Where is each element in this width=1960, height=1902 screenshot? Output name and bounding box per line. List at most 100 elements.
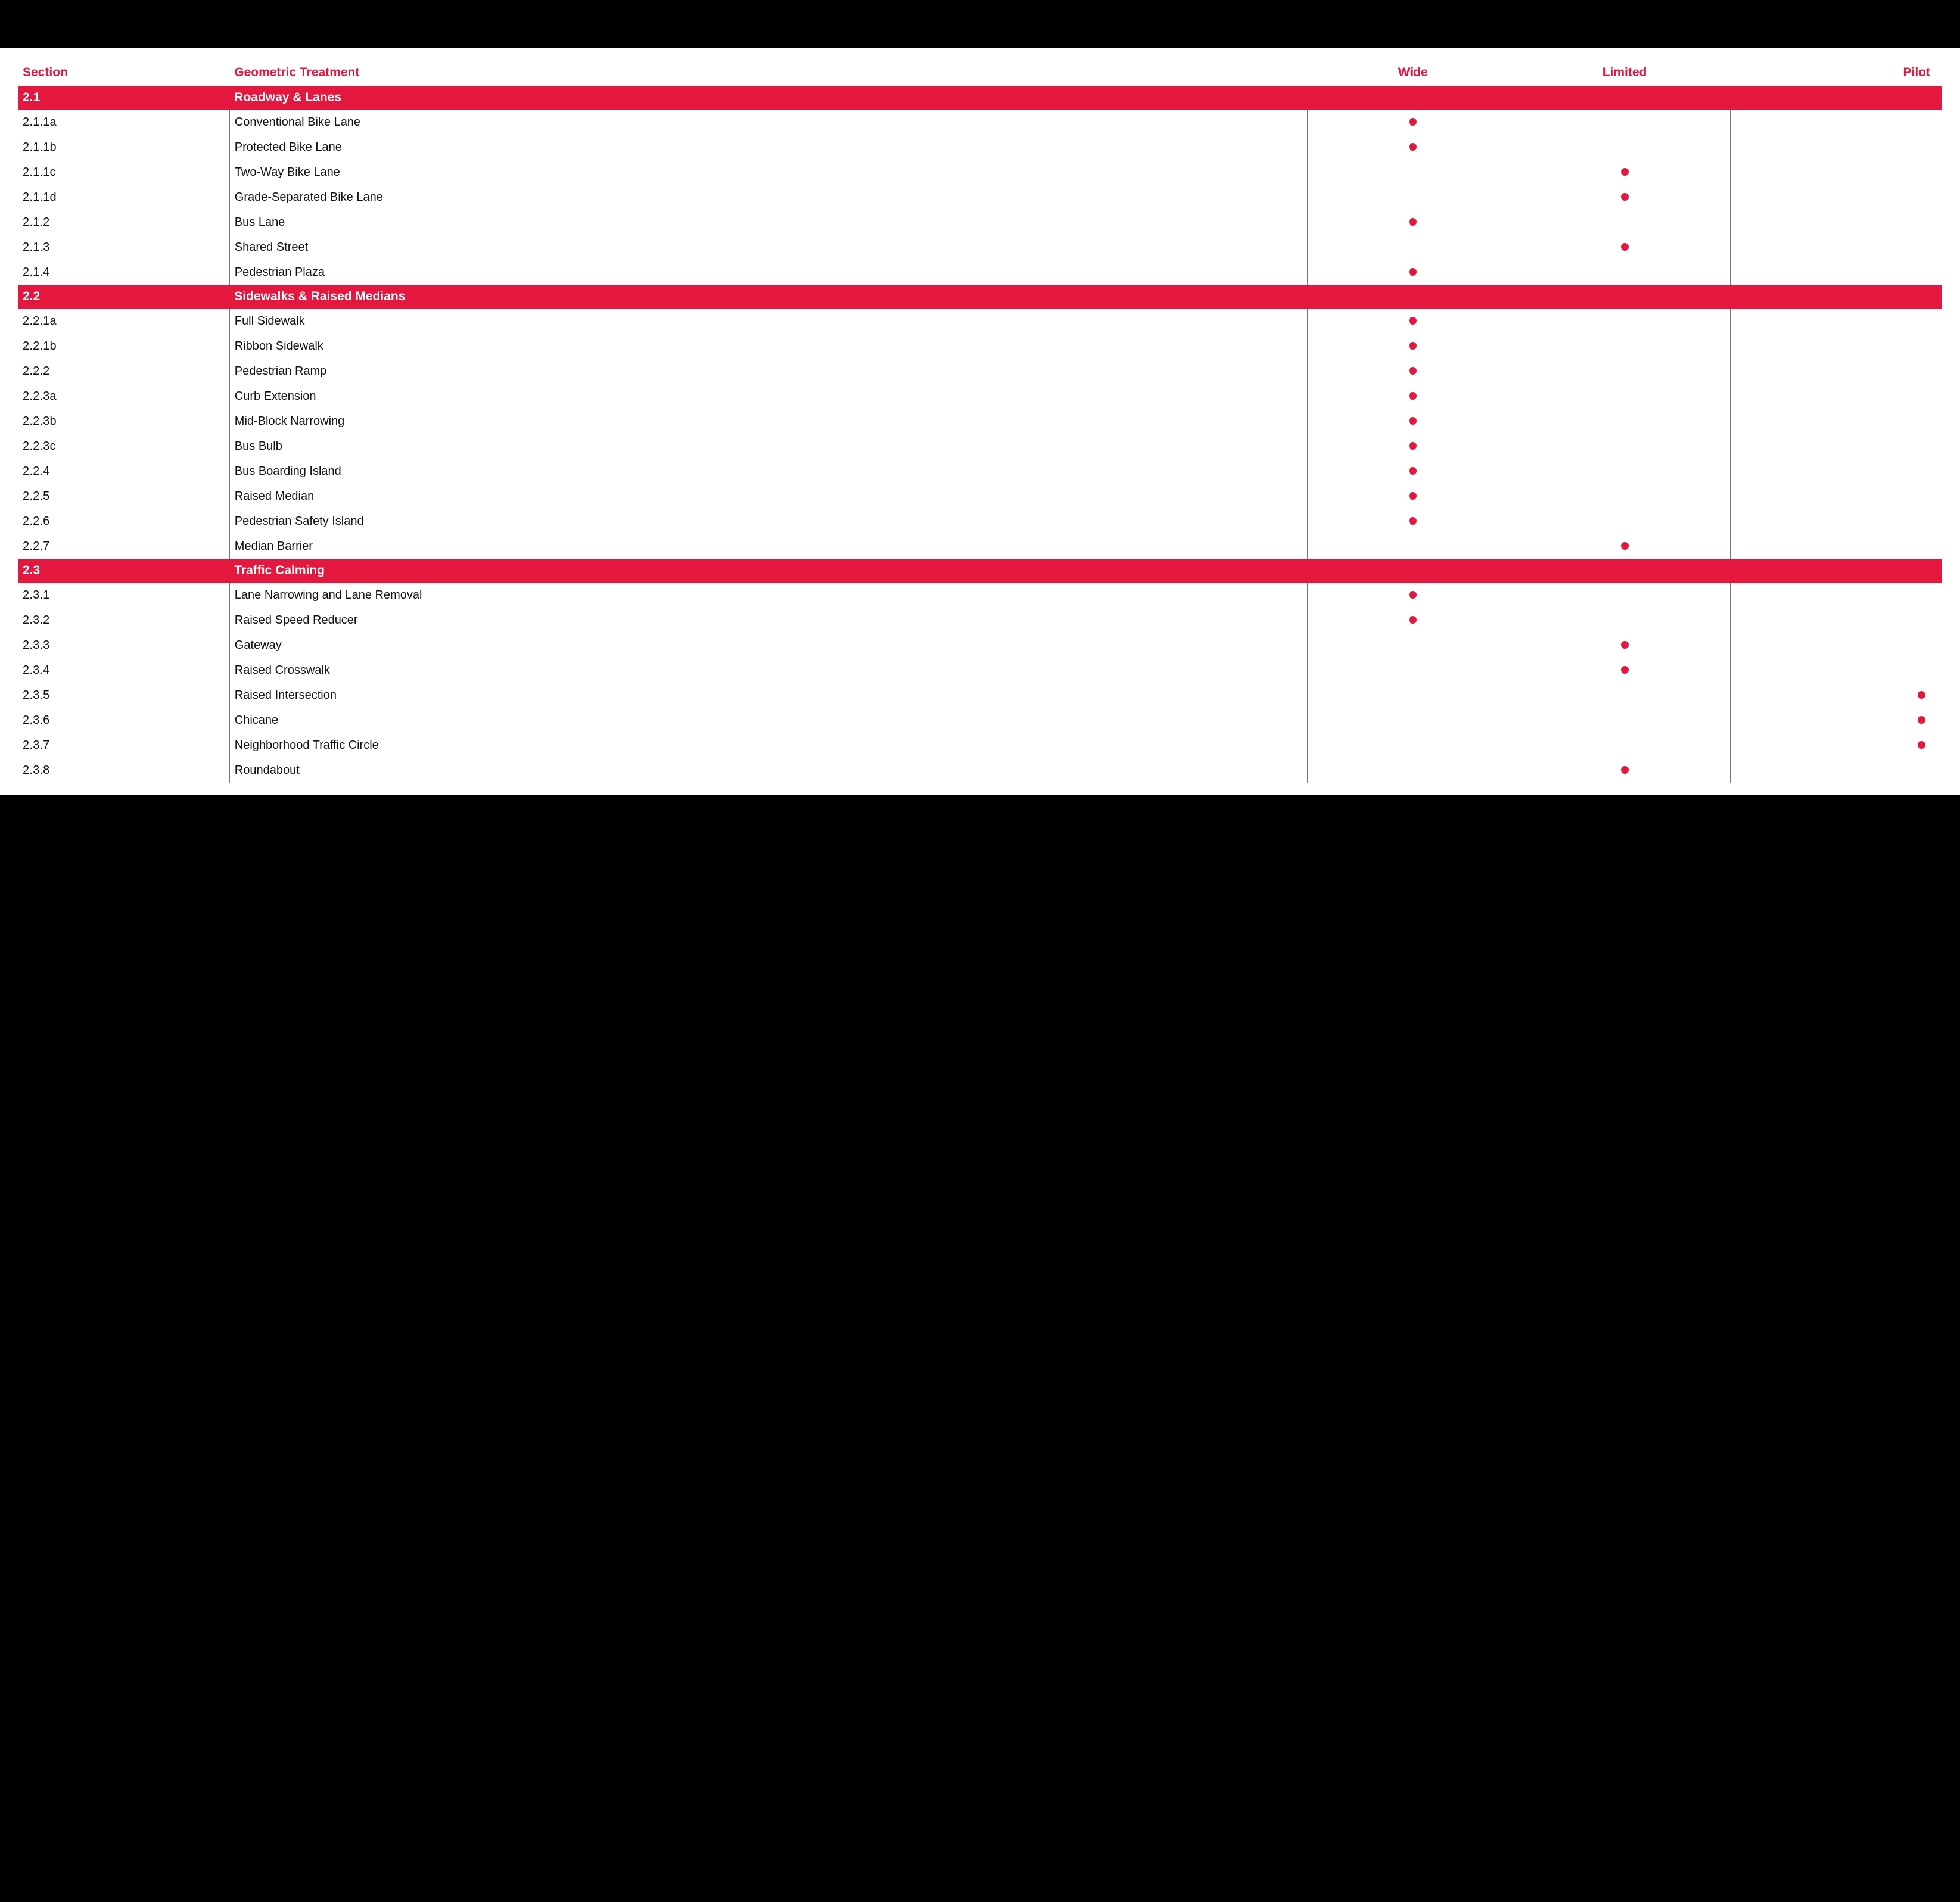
cell-section: 2.3.4 (18, 658, 229, 683)
cell-limited (1519, 509, 1730, 534)
cell-limited (1519, 608, 1730, 633)
cell-limited (1519, 758, 1730, 783)
cell-wide (1307, 758, 1519, 783)
cell-pilot (1731, 658, 1942, 683)
group-section-number: 2.1 (18, 86, 229, 110)
cell-limited (1519, 334, 1730, 359)
cell-limited (1519, 434, 1730, 459)
col-header-treatment: Geometric Treatment (229, 62, 1307, 86)
cell-pilot (1731, 384, 1942, 409)
cell-wide (1307, 484, 1519, 509)
cell-treatment: Median Barrier (229, 534, 1307, 559)
cell-limited (1519, 459, 1730, 484)
cell-limited (1519, 534, 1730, 559)
cell-wide (1307, 509, 1519, 534)
cell-wide (1307, 409, 1519, 434)
cell-treatment: Pedestrian Ramp (229, 359, 1307, 384)
presence-dot-icon (1918, 716, 1925, 724)
cell-wide (1307, 110, 1519, 135)
cell-pilot (1731, 210, 1942, 235)
table-row: 2.3.1Lane Narrowing and Lane Removal (18, 583, 1942, 608)
presence-dot-icon (1409, 467, 1417, 475)
table-body: 2.1Roadway & Lanes2.1.1aConventional Bik… (18, 86, 1942, 783)
table-row: 2.3.7Neighborhood Traffic Circle (18, 733, 1942, 758)
cell-treatment: Lane Narrowing and Lane Removal (229, 583, 1307, 608)
cell-treatment: Gateway (229, 633, 1307, 658)
presence-dot-icon (1621, 766, 1629, 774)
cell-limited (1519, 633, 1730, 658)
cell-section: 2.2.1a (18, 309, 229, 334)
group-header-row: 2.3Traffic Calming (18, 559, 1942, 583)
presence-dot-icon (1409, 392, 1417, 400)
group-title: Sidewalks & Raised Medians (229, 285, 1942, 309)
presence-dot-icon (1409, 268, 1417, 276)
cell-wide (1307, 210, 1519, 235)
cell-pilot (1731, 160, 1942, 185)
table-row: 2.1.4Pedestrian Plaza (18, 260, 1942, 285)
cell-treatment: Raised Crosswalk (229, 658, 1307, 683)
cell-pilot (1731, 359, 1942, 384)
col-header-limited: Limited (1519, 62, 1730, 86)
presence-dot-icon (1409, 342, 1417, 350)
cell-treatment: Ribbon Sidewalk (229, 334, 1307, 359)
cell-pilot (1731, 733, 1942, 758)
presence-dot-icon (1409, 367, 1417, 375)
cell-pilot (1731, 334, 1942, 359)
cell-limited (1519, 210, 1730, 235)
presence-dot-icon (1409, 591, 1417, 599)
cell-pilot (1731, 583, 1942, 608)
cell-treatment: Two-Way Bike Lane (229, 160, 1307, 185)
cell-pilot (1731, 260, 1942, 285)
cell-limited (1519, 409, 1730, 434)
table-row: 2.3.5Raised Intersection (18, 683, 1942, 708)
cell-pilot (1731, 185, 1942, 210)
cell-treatment: Raised Intersection (229, 683, 1307, 708)
presence-dot-icon (1409, 218, 1417, 226)
cell-limited (1519, 583, 1730, 608)
cell-pilot (1731, 110, 1942, 135)
cell-limited (1519, 110, 1730, 135)
group-header-row: 2.1Roadway & Lanes (18, 86, 1942, 110)
cell-section: 2.3.6 (18, 708, 229, 733)
cell-limited (1519, 658, 1730, 683)
table-row: 2.3.8Roundabout (18, 758, 1942, 783)
cell-wide (1307, 334, 1519, 359)
table-row: 2.1.1cTwo-Way Bike Lane (18, 160, 1942, 185)
cell-pilot (1731, 608, 1942, 633)
cell-pilot (1731, 509, 1942, 534)
presence-dot-icon (1409, 517, 1417, 525)
group-header-row: 2.2Sidewalks & Raised Medians (18, 285, 1942, 309)
cell-section: 2.2.5 (18, 484, 229, 509)
cell-pilot (1731, 484, 1942, 509)
table-header-row: Section Geometric Treatment Wide Limited… (18, 62, 1942, 86)
table-row: 2.2.7Median Barrier (18, 534, 1942, 559)
table-row: 2.1.1dGrade-Separated Bike Lane (18, 185, 1942, 210)
cell-wide (1307, 633, 1519, 658)
cell-section: 2.2.2 (18, 359, 229, 384)
presence-dot-icon (1621, 641, 1629, 649)
table-row: 2.3.4Raised Crosswalk (18, 658, 1942, 683)
cell-treatment: Grade-Separated Bike Lane (229, 185, 1307, 210)
cell-treatment: Bus Lane (229, 210, 1307, 235)
col-header-wide: Wide (1307, 62, 1519, 86)
cell-section: 2.2.6 (18, 509, 229, 534)
cell-pilot (1731, 683, 1942, 708)
cell-section: 2.3.2 (18, 608, 229, 633)
cell-treatment: Curb Extension (229, 384, 1307, 409)
cell-pilot (1731, 459, 1942, 484)
table-row: 2.1.3Shared Street (18, 235, 1942, 260)
page-container: Section Geometric Treatment Wide Limited… (0, 48, 1960, 795)
treatments-table: Section Geometric Treatment Wide Limited… (18, 62, 1942, 783)
presence-dot-icon (1918, 691, 1925, 699)
cell-wide (1307, 658, 1519, 683)
table-row: 2.2.5Raised Median (18, 484, 1942, 509)
cell-section: 2.3.5 (18, 683, 229, 708)
cell-treatment: Full Sidewalk (229, 309, 1307, 334)
presence-dot-icon (1918, 741, 1925, 749)
cell-treatment: Raised Speed Reducer (229, 608, 1307, 633)
cell-limited (1519, 384, 1730, 409)
cell-treatment: Conventional Bike Lane (229, 110, 1307, 135)
cell-treatment: Pedestrian Safety Island (229, 509, 1307, 534)
table-row: 2.2.2Pedestrian Ramp (18, 359, 1942, 384)
presence-dot-icon (1409, 143, 1417, 151)
